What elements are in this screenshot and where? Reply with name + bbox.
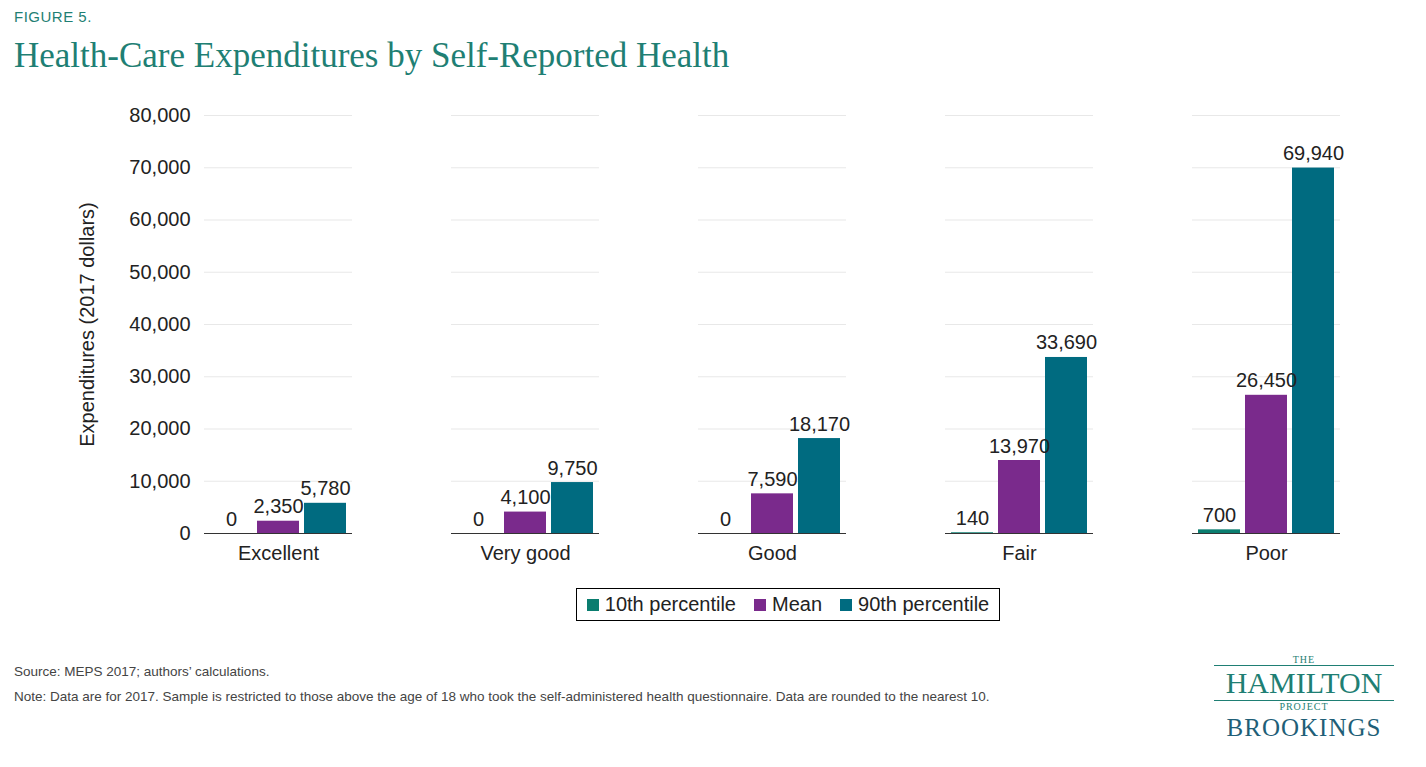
svg-text:60,000: 60,000	[129, 208, 190, 230]
svg-text:40,000: 40,000	[129, 313, 190, 335]
svg-text:80,000: 80,000	[129, 104, 190, 126]
svg-text:50,000: 50,000	[129, 261, 190, 283]
svg-text:13,970: 13,970	[989, 435, 1050, 457]
html-text:90th percentile: 90th percentile	[858, 593, 990, 615]
html-text:Mean: Mean	[772, 593, 822, 615]
svg-text:2,350: 2,350	[253, 495, 303, 517]
svg-text:0: 0	[179, 522, 190, 544]
html-text:Health-Care Expenditures by Se: Health-Care Expenditures by Self-Reporte…	[14, 36, 730, 75]
html-text:BROOKINGS: BROOKINGS	[1226, 714, 1382, 741]
html-text:FIGURE 5.: FIGURE 5.	[14, 8, 92, 25]
svg-text:26,450: 26,450	[1236, 369, 1297, 391]
svg-text:33,690: 33,690	[1036, 331, 1097, 353]
svg-text:69,940: 69,940	[1283, 142, 1344, 164]
svg-text:Fair: Fair	[1002, 542, 1037, 564]
svg-text:Good: Good	[748, 542, 797, 564]
svg-text:30,000: 30,000	[129, 365, 190, 387]
svg-text:140: 140	[956, 507, 989, 529]
svg-text:9,750: 9,750	[547, 457, 597, 479]
svg-text:7,590: 7,590	[747, 468, 797, 490]
svg-text:Poor: Poor	[1245, 542, 1288, 564]
html-text:Note: Data are for 2017. Sampl: Note: Data are for 2017. Sample is restr…	[14, 689, 990, 704]
svg-text:10,000: 10,000	[129, 470, 190, 492]
html-text:THE: THE	[1292, 654, 1316, 665]
svg-text:Expenditures (2017 dollars): Expenditures (2017 dollars)	[76, 202, 98, 447]
svg-text:0: 0	[720, 508, 731, 530]
html-text:HAMILTON: HAMILTON	[1225, 666, 1383, 699]
svg-text:Excellent: Excellent	[238, 542, 320, 564]
svg-text:700: 700	[1203, 504, 1236, 526]
svg-text:0: 0	[473, 508, 484, 530]
svg-text:70,000: 70,000	[129, 156, 190, 178]
svg-text:0: 0	[226, 508, 237, 530]
html-text:PROJECT: PROJECT	[1279, 701, 1329, 712]
svg-text:Very good: Very good	[480, 542, 570, 564]
html-text:10th percentile: 10th percentile	[604, 593, 736, 615]
svg-text:20,000: 20,000	[129, 417, 190, 439]
svg-text:18,170: 18,170	[789, 413, 850, 435]
svg-text:5,780: 5,780	[300, 477, 350, 499]
svg-text:4,100: 4,100	[500, 486, 550, 508]
html-text:Source: MEPS 2017; authors’ ca: Source: MEPS 2017; authors’ calculations…	[14, 664, 270, 679]
